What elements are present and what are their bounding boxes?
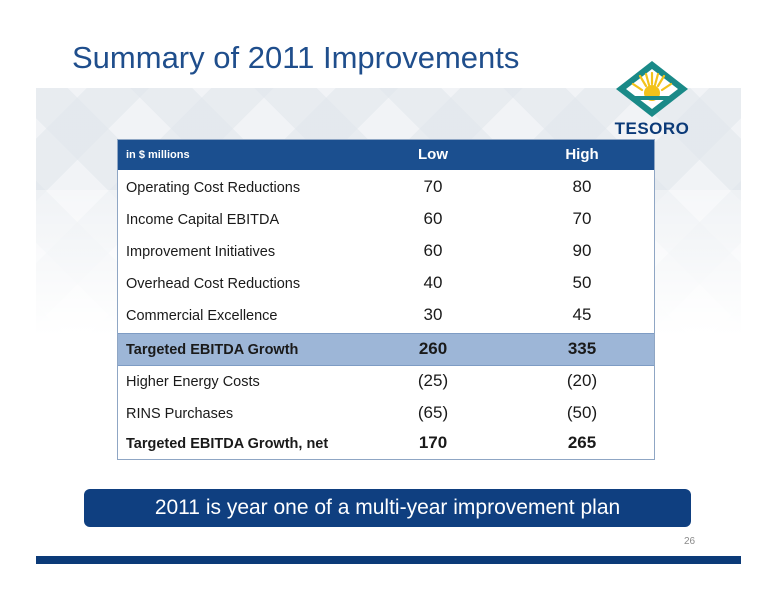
row-low: 60 (423, 209, 443, 228)
table-row: Operating Cost Reductions 70 80 (118, 172, 654, 204)
table-row: RINS Purchases (65) (50) (118, 398, 654, 430)
row-label: Overhead Cost Reductions (126, 276, 301, 292)
table-row: Commercial Excellence 30 45 (118, 300, 654, 332)
row-high: 50 (572, 273, 592, 292)
row-low: (65) (417, 403, 449, 422)
col-header-high: High (565, 146, 599, 163)
col-header-low: Low (418, 146, 448, 163)
tesoro-logo: TESORO (612, 60, 692, 142)
row-high: (20) (566, 371, 598, 390)
row-label: Targeted EBITDA Growth, net (126, 436, 329, 452)
row-label: Improvement Initiatives (126, 244, 276, 260)
row-high: 90 (572, 241, 592, 260)
row-label: Targeted EBITDA Growth (126, 342, 299, 358)
unit-label: in $ millions (126, 149, 190, 161)
row-label: Commercial Excellence (126, 308, 278, 324)
total-row: Targeted EBITDA Growth, net 170 265 (118, 428, 654, 460)
row-low: 30 (423, 305, 443, 324)
logo-wordmark: TESORO (614, 119, 690, 138)
row-high: 70 (572, 209, 592, 228)
row-low: (25) (417, 371, 449, 390)
improvements-table: in $ millions Low High Operating Cost Re… (117, 139, 655, 460)
row-high: (50) (566, 403, 598, 422)
callout-banner: 2011 is year one of a multi-year improve… (84, 489, 691, 527)
footer-rule (36, 556, 741, 564)
row-high: 265 (567, 433, 597, 452)
table-row: Income Capital EBITDA 60 70 (118, 204, 654, 236)
table-row: Overhead Cost Reductions 40 50 (118, 268, 654, 300)
subtotal-row: Targeted EBITDA Growth 260 335 (118, 333, 654, 366)
row-low: 70 (423, 177, 443, 196)
logo-diamond-icon (616, 61, 688, 117)
page-number: 26 (684, 536, 696, 547)
row-high: 45 (572, 305, 592, 324)
row-label: Higher Energy Costs (126, 374, 260, 390)
table-row: Higher Energy Costs (25) (20) (118, 366, 654, 398)
table-header: in $ millions Low High (118, 140, 654, 170)
row-high: 80 (572, 177, 592, 196)
row-label: Income Capital EBITDA (126, 212, 280, 228)
slide-title: Summary of 2011 Improvements (72, 40, 520, 75)
row-label: RINS Purchases (126, 406, 234, 422)
row-low: 40 (423, 273, 443, 292)
row-low: 60 (423, 241, 443, 260)
row-high: 335 (567, 339, 597, 358)
row-label: Operating Cost Reductions (126, 180, 301, 196)
row-low: 170 (418, 433, 448, 452)
table-row: Improvement Initiatives 60 90 (118, 236, 654, 268)
row-low: 260 (418, 339, 448, 358)
